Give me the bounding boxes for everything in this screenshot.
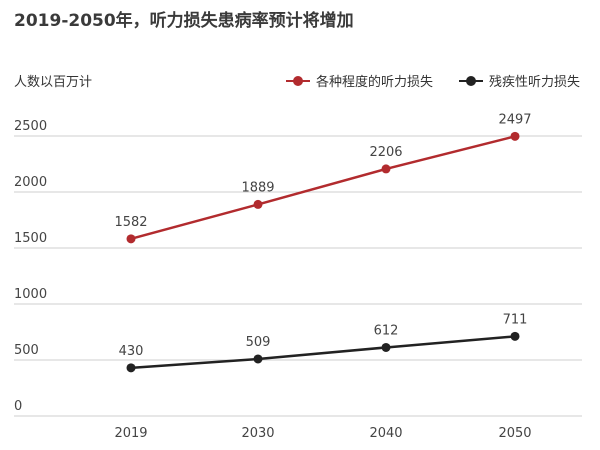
legend-label-disabling-hearing-loss: 残疾性听力损失 [488,75,580,90]
data-point [126,234,136,244]
y-tick-label: 2000 [14,175,47,190]
data-label: 711 [503,312,528,327]
y-tick-label: 1000 [14,287,47,302]
legend-marker-all-hearing-loss [285,75,310,86]
x-tick-label: 2019 [114,426,147,441]
series-line-0 [130,135,516,241]
data-point [126,363,136,373]
series-line-1 [130,335,516,370]
x-tick-label: 2050 [498,426,531,441]
legend-item-all-hearing-loss: 各种程度的听力损失 [285,71,433,90]
data-point [510,131,520,141]
legend-marker-disabling-hearing-loss [458,75,483,86]
data-point [381,164,391,174]
data-label: 2497 [498,112,531,127]
data-point [253,354,263,364]
legend: 各种程度的听力损失 残疾性听力损失 [285,71,580,90]
y-tick-label: 500 [14,343,39,358]
x-tick-label: 2030 [241,426,274,441]
data-label: 430 [119,344,144,359]
y-tick-label: 2500 [14,119,47,134]
legend-label-all-hearing-loss: 各种程度的听力损失 [315,75,433,90]
data-label: 509 [246,335,271,350]
data-label: 1889 [241,180,274,195]
y-axis-label: 人数以百万计 [14,75,93,90]
data-point [381,342,391,352]
data-label: 2206 [369,145,402,160]
data-label: 1582 [114,215,147,230]
y-tick-label: 0 [14,399,22,414]
data-point [253,199,263,209]
x-tick-label: 2040 [369,426,402,441]
legend-item-disabling-hearing-loss: 残疾性听力损失 [458,71,580,90]
data-point [510,331,520,341]
chart-title: 2019-2050年，听力损失患病率预计将增加 [14,11,354,31]
y-tick-label: 1500 [14,231,47,246]
data-label: 612 [374,323,399,338]
